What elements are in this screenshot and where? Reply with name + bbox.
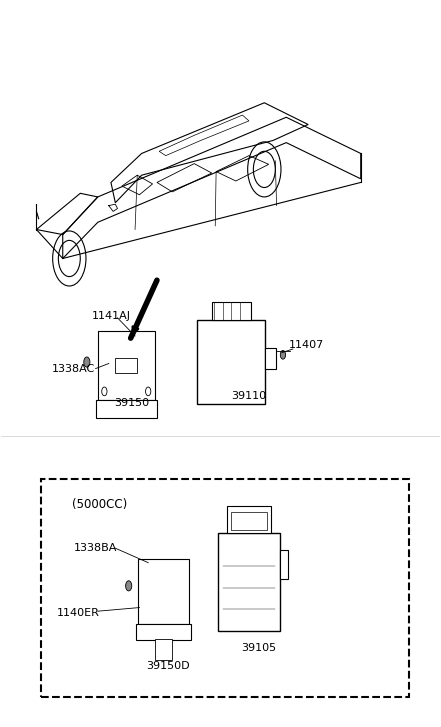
FancyBboxPatch shape [41,479,409,696]
Bar [227,506,271,534]
Text: 39150D: 39150D [146,662,190,671]
Bar [96,400,157,418]
Text: 1338AC: 1338AC [52,364,95,374]
Text: 39110: 39110 [232,391,266,401]
Bar [218,534,280,631]
Text: 39150: 39150 [114,398,149,409]
Bar [212,302,251,321]
Bar [280,550,288,579]
Bar [116,358,137,373]
Circle shape [126,581,132,591]
Circle shape [102,387,107,395]
Bar [232,512,266,530]
Text: 11407: 11407 [288,340,324,350]
Text: 39105: 39105 [241,643,276,653]
Circle shape [146,387,151,395]
Bar [265,348,277,369]
Circle shape [84,357,90,367]
Bar [198,321,265,403]
Bar [155,639,172,660]
Text: 1338BA: 1338BA [74,543,117,553]
Text: (5000CC): (5000CC) [71,498,127,511]
Bar [136,624,191,640]
Text: 1140ER: 1140ER [56,608,100,619]
Text: 1141AJ: 1141AJ [91,311,131,321]
Circle shape [280,350,286,359]
Bar [138,559,189,624]
Bar [98,332,155,400]
